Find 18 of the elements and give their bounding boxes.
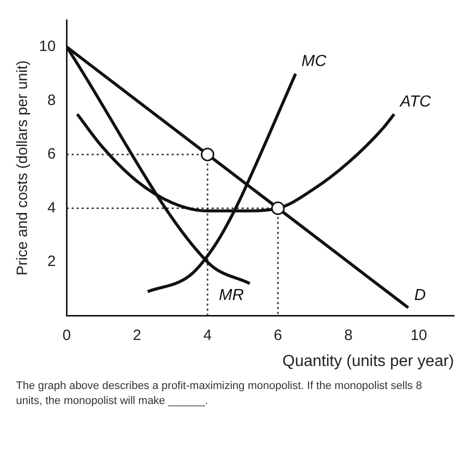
- x-tick-label: 10: [410, 326, 428, 344]
- y-tick-label: 2: [47, 253, 56, 270]
- series-label: MR: [218, 286, 244, 304]
- text: The graph above describes a profit-maximizing monopolist. If the monopolist sells 8 units, the monopolist will make ______.: [15, 379, 423, 410]
- x-tick-label: 4: [203, 326, 212, 344]
- y-tick-label: 10: [38, 38, 56, 56]
- x-tick-label: 8: [344, 326, 353, 344]
- y-tick-label: 6: [47, 146, 56, 163]
- x-tick-label: 0: [62, 326, 71, 344]
- series-label: D: [414, 287, 426, 304]
- series-label: ATC: [399, 94, 432, 111]
- x-tick-label: 6: [274, 326, 282, 344]
- y-tick-label: 8: [47, 92, 56, 109]
- x-tick-label: 2: [132, 326, 142, 344]
- y-tick-label: 4: [47, 199, 56, 216]
- y-axis-title: Price and costs (dollars per unit): [14, 60, 32, 276]
- x-axis-title: Quantity (units per year): [282, 352, 454, 370]
- series-label: MC: [302, 53, 327, 70]
